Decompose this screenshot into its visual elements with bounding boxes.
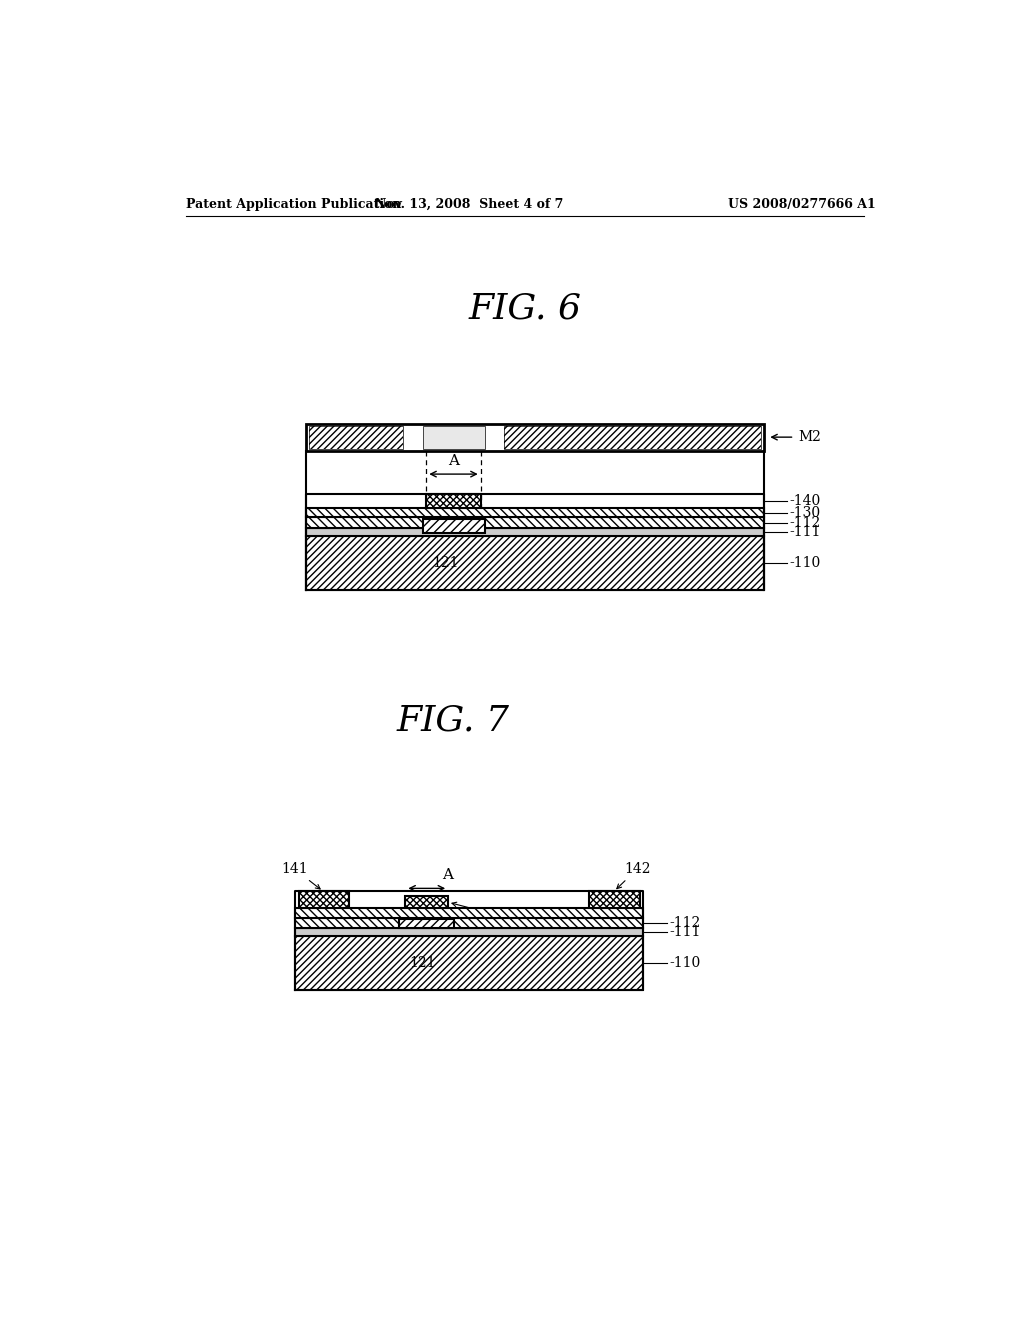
Text: 121: 121 — [432, 556, 459, 570]
Text: FIG. 6: FIG. 6 — [468, 292, 582, 326]
Bar — [306, 536, 764, 590]
Bar — [306, 508, 764, 517]
Text: -140: -140 — [790, 494, 820, 508]
Bar — [399, 919, 454, 928]
Bar — [306, 536, 764, 590]
Text: -112: -112 — [669, 916, 700, 931]
Text: US 2008/0277666 A1: US 2008/0277666 A1 — [728, 198, 877, 211]
Bar — [299, 891, 349, 908]
Text: M2: M2 — [799, 430, 821, 444]
Bar — [299, 891, 349, 908]
Text: -111: -111 — [790, 525, 820, 539]
Bar — [426, 494, 480, 508]
Text: 121: 121 — [410, 956, 436, 970]
Bar — [295, 936, 643, 990]
Text: FIG. 7: FIG. 7 — [397, 704, 510, 738]
Text: -110: -110 — [790, 556, 820, 570]
Text: -112: -112 — [790, 516, 820, 529]
Bar — [399, 919, 454, 928]
Bar — [423, 519, 484, 532]
Bar — [306, 517, 764, 528]
Bar — [295, 917, 643, 928]
Bar — [295, 928, 643, 936]
Text: -130: -130 — [790, 506, 820, 520]
Text: Nov. 13, 2008  Sheet 4 of 7: Nov. 13, 2008 Sheet 4 of 7 — [375, 198, 563, 211]
Text: 134: 134 — [452, 902, 506, 921]
Bar — [308, 426, 403, 449]
Text: -111: -111 — [669, 925, 700, 940]
Bar — [423, 426, 484, 449]
Bar — [589, 891, 640, 908]
Bar — [295, 917, 643, 928]
Bar — [295, 908, 643, 917]
Text: A: A — [449, 454, 459, 469]
Text: 142: 142 — [616, 862, 650, 888]
Bar — [589, 891, 640, 908]
Bar — [295, 936, 643, 990]
Bar — [406, 896, 449, 908]
Bar — [504, 426, 761, 449]
Bar — [295, 908, 643, 917]
Bar — [504, 426, 761, 449]
Bar — [406, 896, 449, 908]
Text: A: A — [441, 869, 453, 882]
Text: 141: 141 — [282, 862, 321, 888]
Bar — [423, 519, 484, 532]
Bar — [306, 517, 764, 528]
Bar — [306, 508, 764, 517]
Bar — [426, 494, 480, 508]
Text: Patent Application Publication: Patent Application Publication — [186, 198, 401, 211]
Bar — [308, 426, 403, 449]
Text: -110: -110 — [669, 956, 700, 970]
Bar — [306, 424, 764, 451]
Bar — [306, 528, 764, 536]
